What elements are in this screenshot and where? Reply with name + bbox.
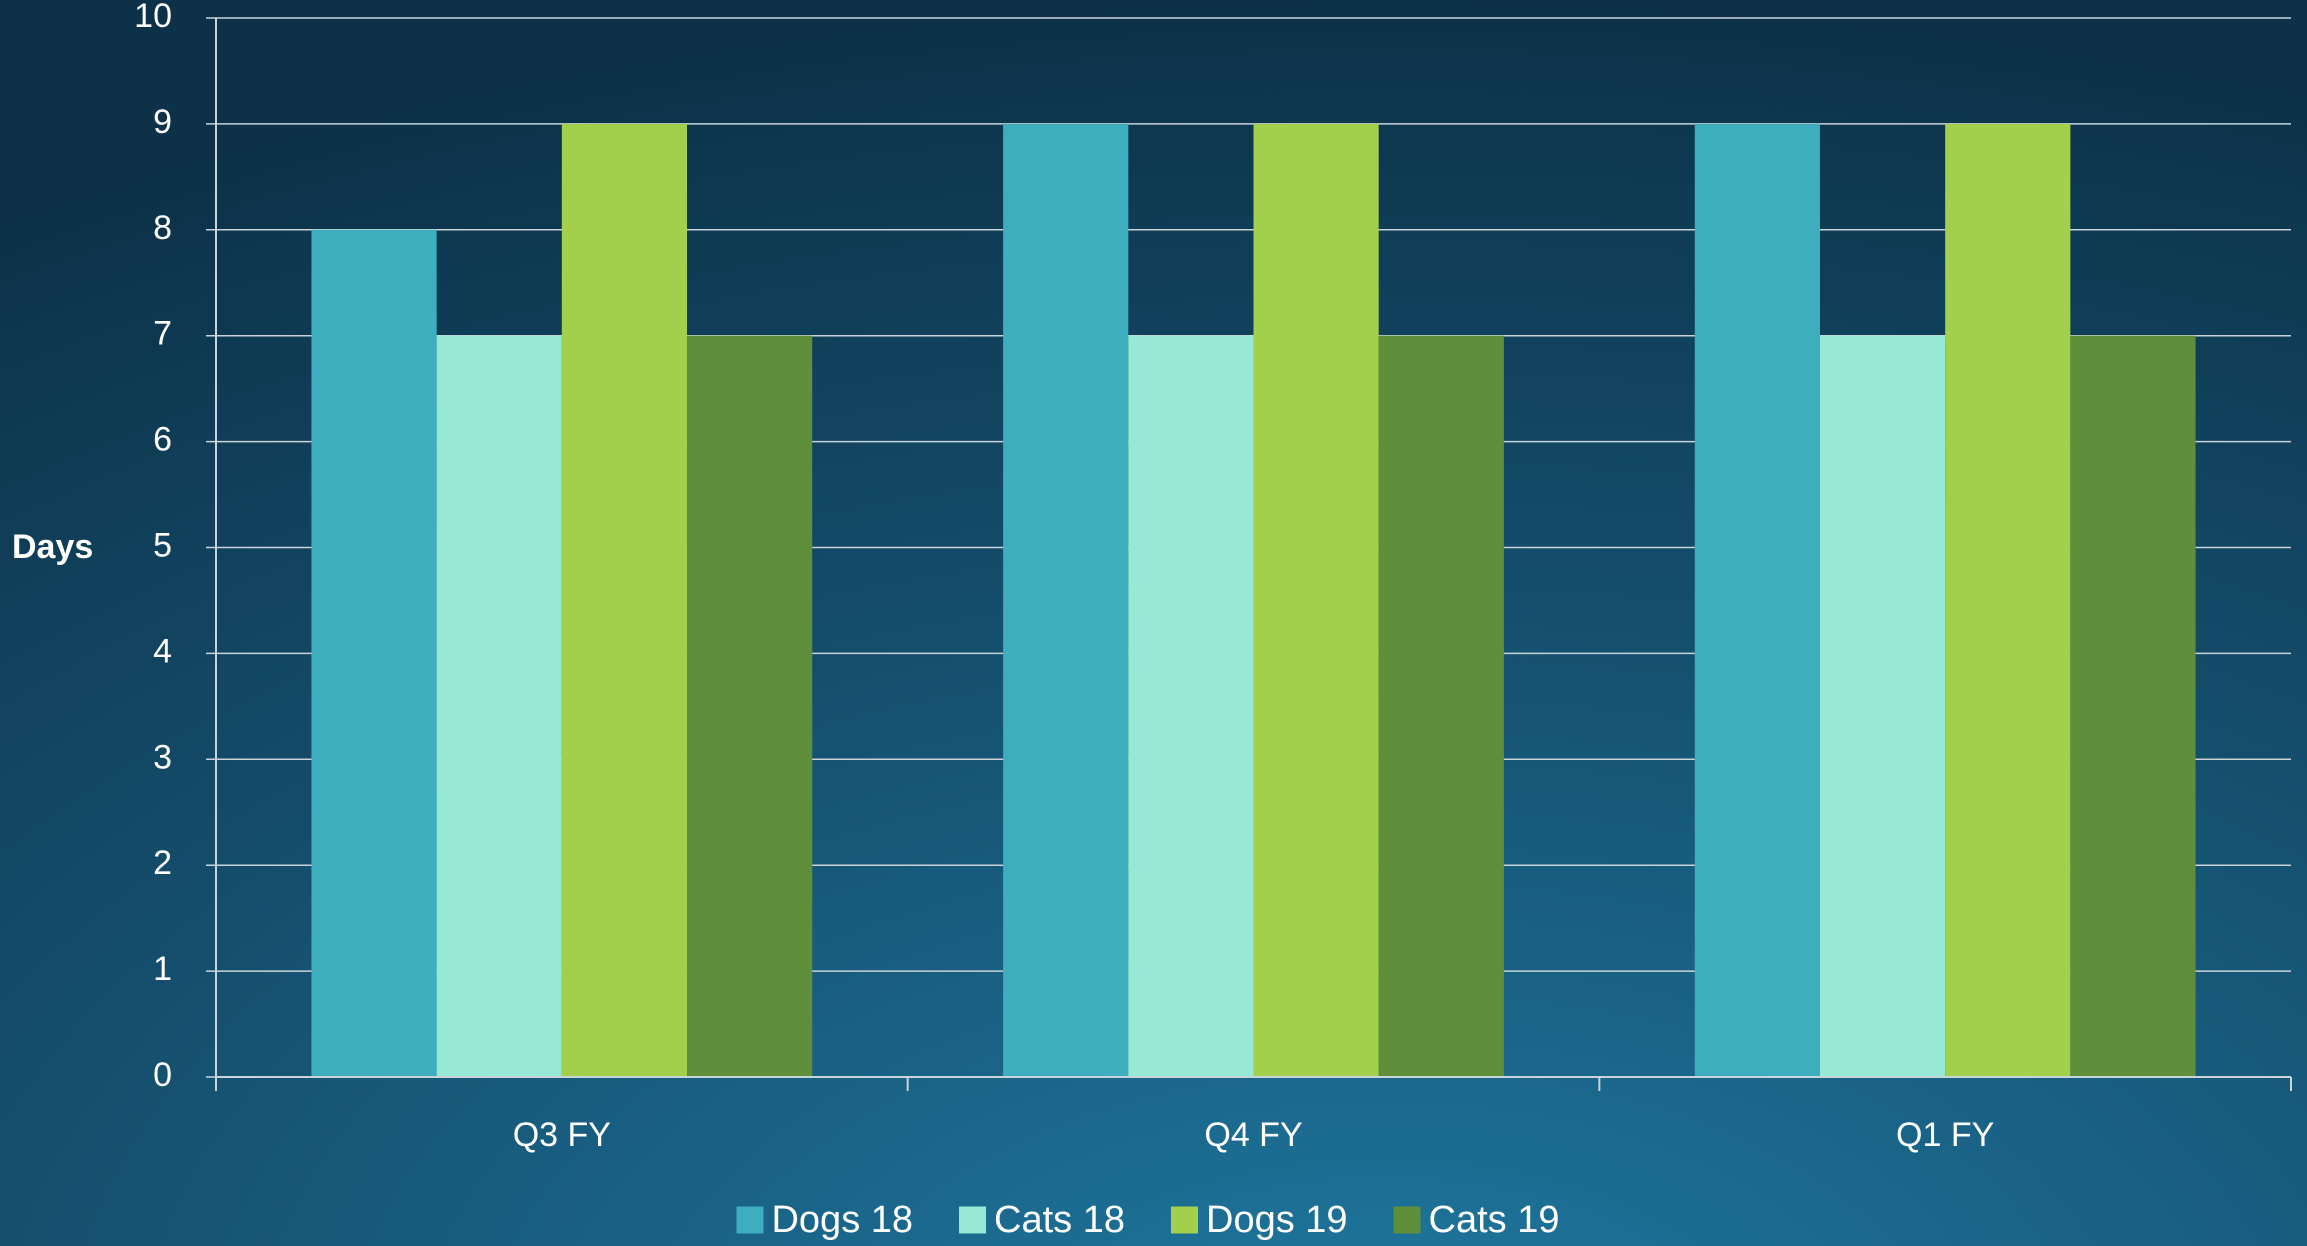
- bar: [1694, 123, 1820, 1077]
- legend-swatch: [959, 1206, 987, 1234]
- y-tick-label: 3: [153, 738, 172, 776]
- y-tick-label: 7: [153, 315, 172, 353]
- legend-label: Dogs 19: [1206, 1199, 1348, 1241]
- bar: [561, 123, 688, 1077]
- y-tick-label: 1: [153, 950, 172, 988]
- x-tick-label: Q1 FY: [1896, 1116, 1994, 1154]
- legend-label: Cats 19: [1429, 1199, 1560, 1241]
- legend-swatch: [1393, 1206, 1421, 1234]
- bar: [1128, 335, 1254, 1077]
- y-tick-label: 9: [153, 103, 172, 141]
- legend-label: Dogs 18: [771, 1199, 913, 1241]
- bar: [687, 335, 813, 1077]
- y-tick-label: 4: [153, 632, 172, 670]
- y-tick-label: 2: [153, 844, 172, 882]
- x-tick-label: Q3 FY: [513, 1116, 611, 1154]
- y-tick-label: 0: [153, 1056, 172, 1094]
- legend-swatch: [1171, 1206, 1198, 1234]
- y-tick-label: 8: [153, 209, 172, 247]
- bar: [2070, 335, 2196, 1077]
- x-tick-label: Q4 FY: [1204, 1116, 1302, 1154]
- y-axis-label: Days: [12, 528, 93, 566]
- legend-swatch: [736, 1206, 764, 1234]
- bar: [311, 229, 437, 1078]
- bar: [1945, 123, 2071, 1077]
- bar: [1253, 123, 1379, 1077]
- y-tick-label: 5: [153, 526, 172, 564]
- bar: [1378, 335, 1504, 1077]
- y-tick-label: 10: [134, 0, 172, 35]
- y-tick-label: 6: [153, 421, 172, 459]
- bar: [436, 335, 562, 1077]
- bar: [1819, 335, 1946, 1077]
- bar: [1003, 123, 1129, 1077]
- legend-label: Cats 18: [994, 1199, 1125, 1241]
